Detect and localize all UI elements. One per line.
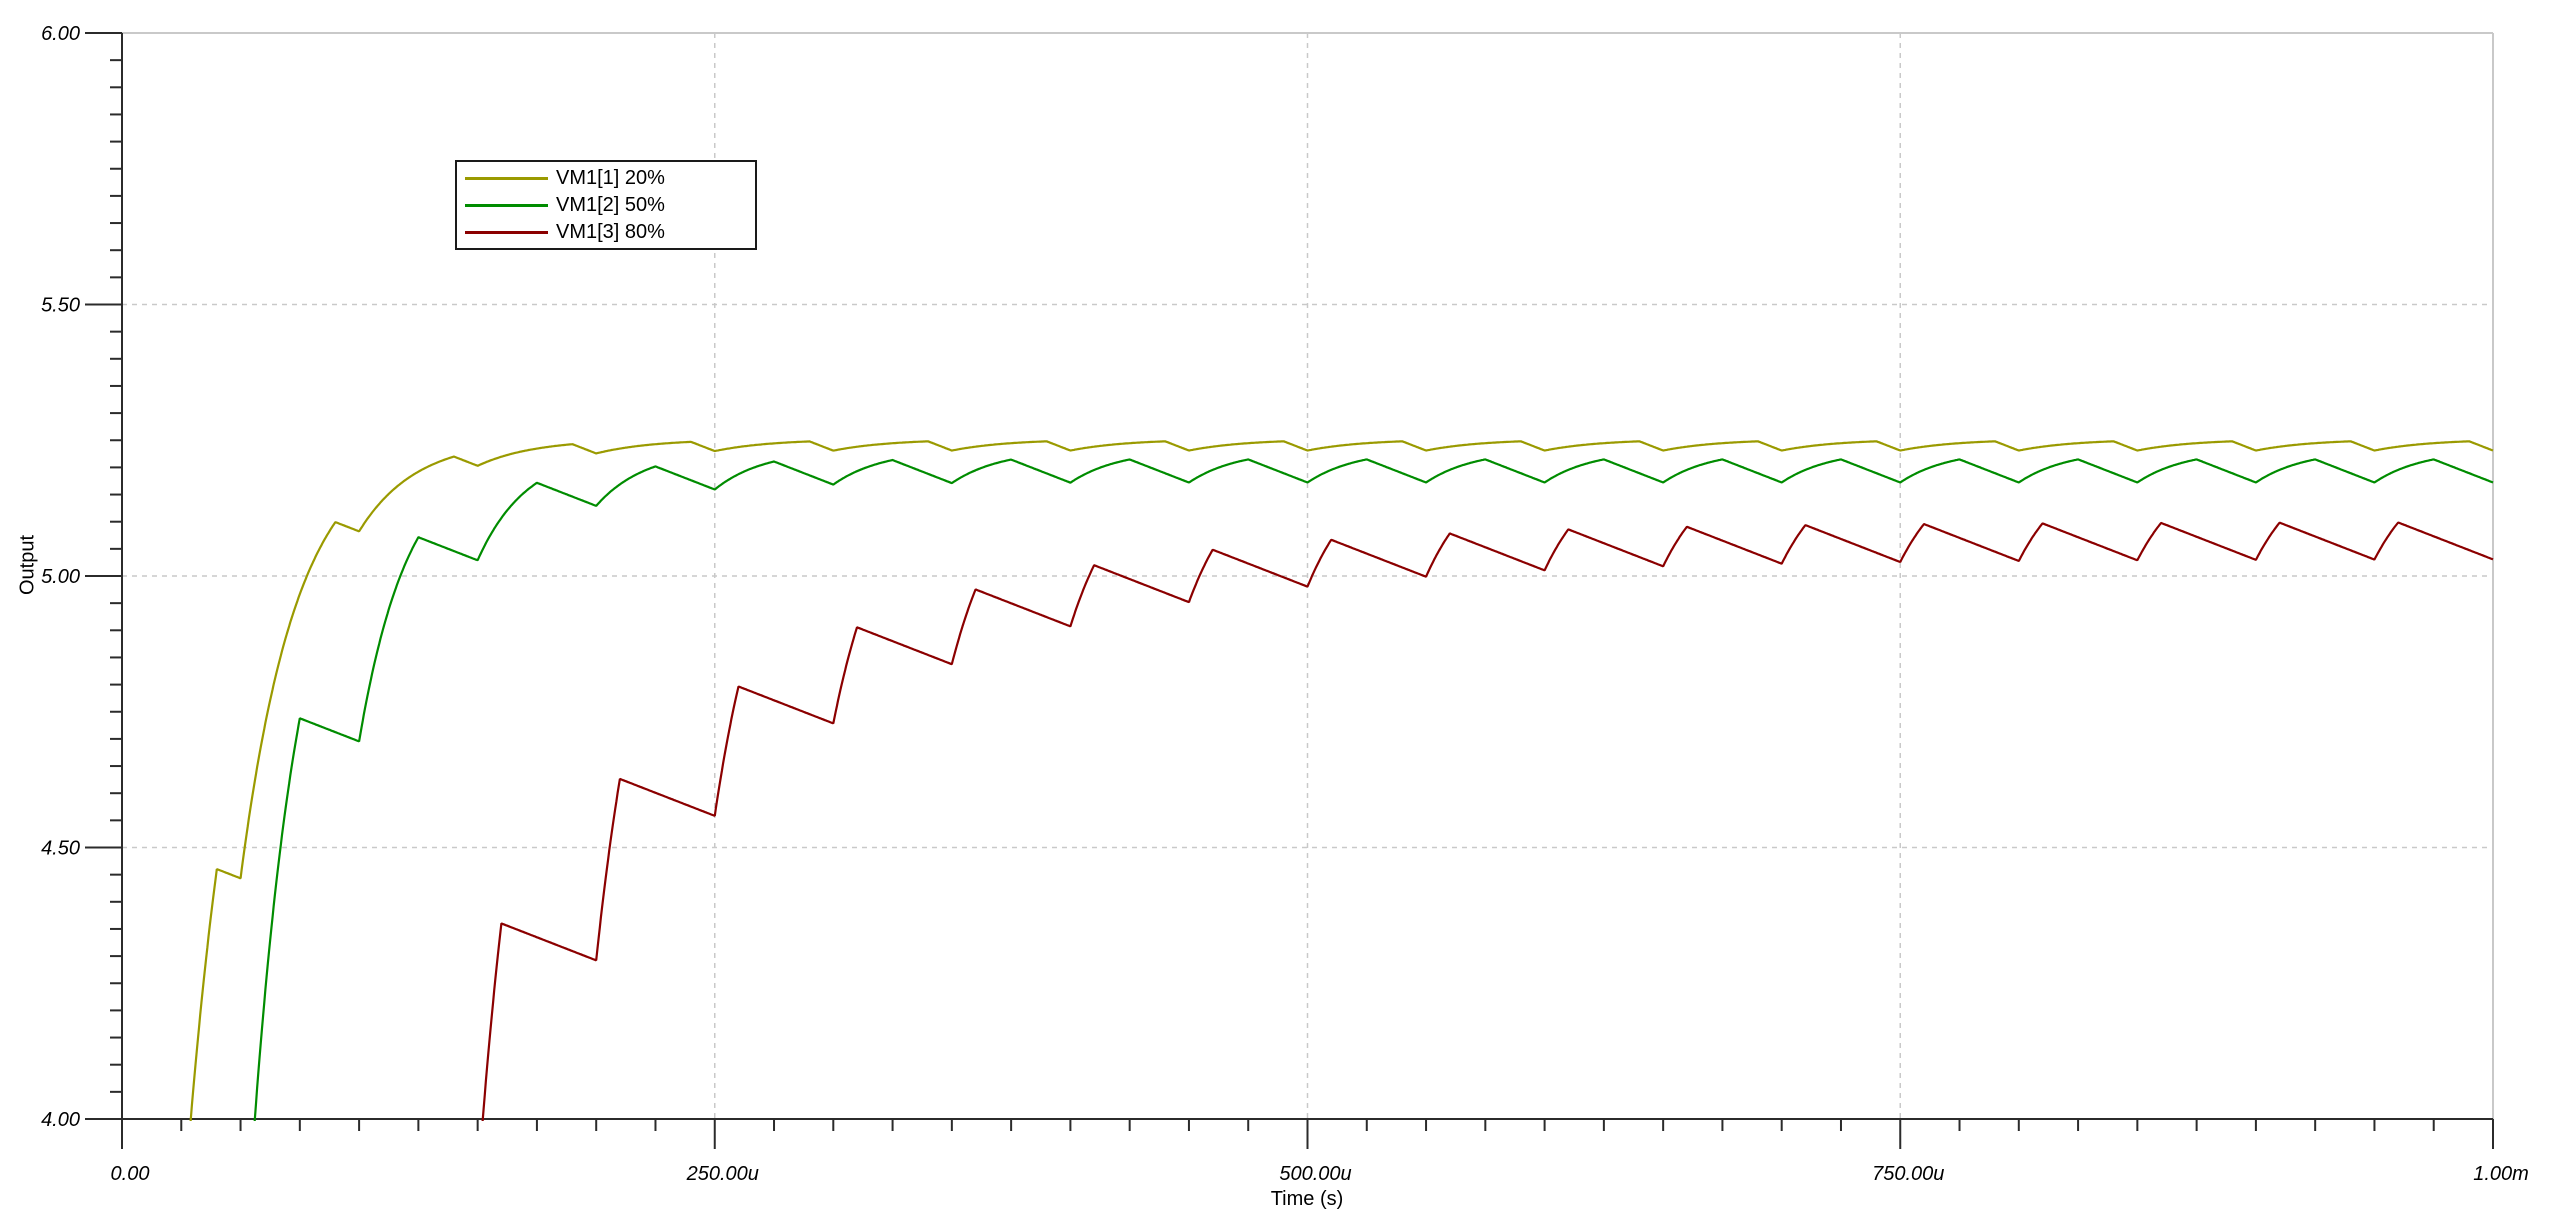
- curve-vm1-3: [481, 521, 2494, 1121]
- x-tick-label: 250.00u: [686, 1163, 759, 1185]
- x-tick-label: 750.00u: [1872, 1163, 1944, 1185]
- legend-line-sample-vm1-1: [465, 176, 548, 180]
- curve-vm1-2: [253, 458, 2494, 1121]
- tick-labels: 0.00 250.00u 500.00u 750.00u 1.00m 4.00 4.50 5.…: [41, 23, 2529, 1185]
- x-tick-label: 1.00m: [2473, 1163, 2529, 1185]
- legend-label-vm1-2: VM1[2] 50%: [556, 193, 665, 216]
- y-axis-title: Output: [16, 534, 39, 596]
- y-tick-label: 4.50: [41, 838, 80, 860]
- x-axis-title: Time (s): [1270, 1188, 1344, 1210]
- y-tick-label: 4.00: [41, 1109, 80, 1131]
- x-tick-label: 500.00u: [1279, 1163, 1351, 1185]
- curves: [189, 440, 2494, 1121]
- legend-item-vm1-2: VM1[2] 50%: [465, 194, 755, 216]
- x-tick-label: 0.00: [111, 1163, 150, 1185]
- legend-line-sample-vm1-3: [465, 230, 548, 234]
- y-tick-label: 5.00: [41, 566, 80, 588]
- y-tick-label: 6.00: [41, 23, 80, 45]
- legend-label-vm1-1: VM1[1] 20%: [556, 166, 665, 189]
- tick-marks: [85, 32, 2494, 1149]
- legend-line-sample-vm1-2: [465, 203, 548, 207]
- legend-item-vm1-3: VM1[3] 80%: [465, 221, 755, 243]
- legend-label-vm1-3: VM1[3] 80%: [556, 220, 665, 243]
- curve-vm1-1: [189, 440, 2494, 1121]
- legend-item-vm1-1: VM1[1] 20%: [465, 167, 755, 189]
- legend-box: VM1[1] 20% VM1[2] 50% VM1[3] 80%: [455, 160, 757, 250]
- y-tick-label: 5.50: [41, 295, 80, 317]
